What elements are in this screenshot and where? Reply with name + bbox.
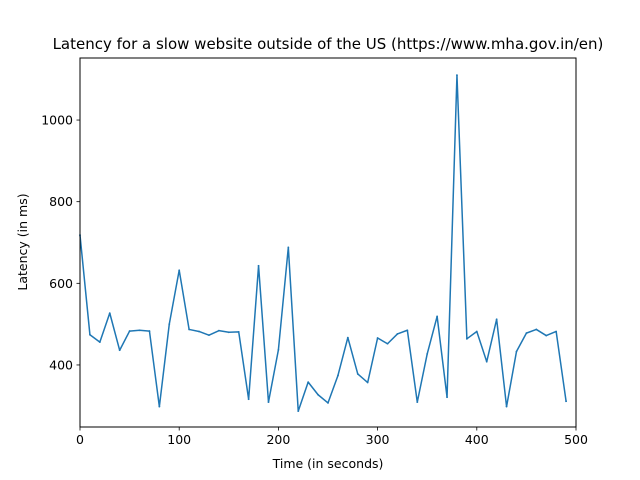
latency-data-point: [297, 410, 300, 412]
latency-data-point: [565, 400, 567, 403]
latency-data-point: [178, 269, 181, 272]
x-tick-label: 100: [167, 432, 191, 447]
y-tick-label: 800: [49, 194, 73, 209]
latency-data-point: [217, 329, 220, 332]
latency-data-point: [307, 381, 310, 383]
latency-data-point: [257, 264, 260, 267]
x-tick-label: 200: [266, 432, 290, 447]
latency-data-point: [505, 405, 508, 408]
latency-data-point: [317, 393, 319, 396]
latency-data-point: [89, 333, 91, 336]
latency-data-point: [535, 328, 538, 331]
latency-data-point: [475, 330, 478, 333]
latency-data-point: [108, 312, 111, 315]
latency-data-point: [337, 374, 339, 377]
x-tick-label: 0: [76, 432, 84, 447]
latency-series-line: [79, 74, 567, 412]
latency-data-point: [138, 329, 141, 332]
latency-data-point: [465, 337, 468, 340]
latency-data-point: [287, 246, 290, 249]
latency-data-point: [366, 381, 369, 384]
latency-data-point: [356, 373, 359, 375]
latency-data-point: [485, 360, 488, 363]
latency-data-point: [158, 405, 161, 408]
y-axis-label: Latency (in ms): [15, 193, 30, 290]
x-tick-label: 300: [366, 432, 390, 447]
latency-data-point: [406, 329, 409, 332]
latency-data-point: [237, 330, 240, 333]
latency-data-point: [267, 401, 270, 403]
latency-data-point: [396, 333, 399, 335]
latency-data-point: [376, 337, 379, 339]
y-tick-label: 400: [49, 357, 73, 372]
latency-data-point: [446, 396, 448, 399]
latency-data-point: [148, 330, 151, 332]
x-tick-label: 500: [564, 432, 588, 447]
x-axis: 0 100 200 300 400 500: [76, 427, 588, 447]
x-axis-label: Time (in seconds): [272, 456, 384, 471]
latency-data-point: [168, 323, 171, 326]
latency-data-point: [346, 336, 349, 339]
latency-data-point: [495, 318, 498, 321]
latency-data-point: [515, 350, 518, 353]
plot-frame: [79, 57, 577, 428]
latency-data-point: [118, 349, 121, 352]
latency-data-point: [188, 328, 191, 331]
latency-data-point: [327, 402, 329, 404]
y-tick-label: 600: [49, 276, 73, 291]
latency-data-point: [198, 330, 200, 333]
latency-data-point: [545, 334, 548, 337]
x-tick-label: 400: [465, 432, 489, 447]
latency-data-point: [436, 315, 439, 318]
plot-area: [79, 74, 567, 412]
latency-data-point: [208, 334, 210, 337]
y-tick-label: 1000: [41, 113, 73, 128]
latency-data-point: [386, 342, 389, 345]
latency-data-point: [227, 331, 230, 334]
latency-data-point: [525, 332, 528, 335]
chart-title: Latency for a slow website outside of th…: [53, 35, 604, 53]
latency-data-point: [555, 330, 558, 333]
latency-data-point: [128, 330, 131, 332]
latency-data-point: [98, 341, 101, 343]
latency-data-point: [426, 353, 429, 355]
y-axis: 400 600 800 1000: [41, 113, 80, 372]
latency-data-point: [416, 401, 419, 403]
latency-data-point: [247, 398, 250, 401]
latency-data-point: [456, 74, 458, 77]
latency-data-point: [277, 348, 280, 351]
